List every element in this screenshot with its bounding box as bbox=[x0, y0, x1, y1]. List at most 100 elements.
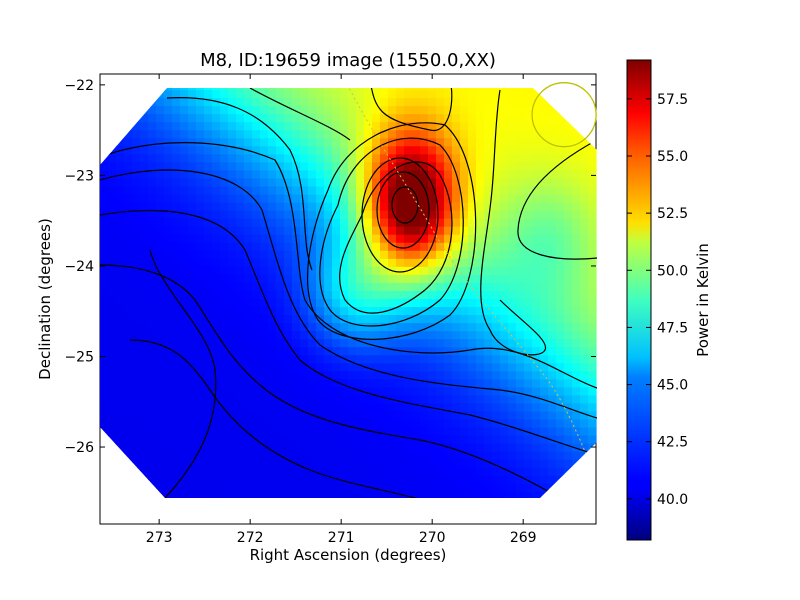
heatmap-cell bbox=[492, 403, 501, 413]
heatmap-cell bbox=[244, 250, 253, 260]
heatmap-cell bbox=[380, 122, 389, 131]
heatmap-cell bbox=[476, 491, 485, 498]
heatmap-cell bbox=[460, 114, 469, 123]
heatmap-cell bbox=[156, 282, 165, 292]
heatmap-cell bbox=[244, 138, 253, 147]
heatmap-cell bbox=[284, 154, 293, 163]
heatmap-cell bbox=[500, 307, 509, 316]
heatmap-cell bbox=[460, 162, 469, 172]
heatmap-cell bbox=[148, 299, 157, 308]
heatmap-cell bbox=[428, 467, 437, 477]
heatmap-cell bbox=[460, 435, 469, 445]
heatmap-cell bbox=[188, 355, 197, 364]
heatmap-cell bbox=[500, 331, 509, 340]
heatmap-cell bbox=[500, 387, 509, 397]
heatmap-cell bbox=[436, 250, 445, 260]
heatmap-cell bbox=[564, 419, 573, 429]
heatmap-cell bbox=[204, 88, 213, 91]
heatmap-cell bbox=[188, 435, 197, 445]
heatmap-cell bbox=[332, 371, 341, 380]
heatmap-cell bbox=[532, 395, 541, 405]
heatmap-cell bbox=[276, 347, 285, 356]
heatmap-cell bbox=[212, 475, 221, 485]
heatmap-cell bbox=[188, 395, 197, 405]
heatmap-cell bbox=[108, 202, 117, 212]
heatmap-cell bbox=[484, 98, 493, 107]
heatmap-cell bbox=[476, 138, 485, 147]
heatmap-cell bbox=[356, 258, 365, 268]
heatmap-cell bbox=[108, 307, 117, 316]
heatmap-cell bbox=[428, 98, 437, 107]
heatmap-cell bbox=[212, 98, 221, 107]
heatmap-cell bbox=[428, 491, 437, 498]
heatmap-cell bbox=[508, 331, 517, 340]
heatmap-cell bbox=[220, 226, 229, 236]
heatmap-cell bbox=[228, 443, 237, 453]
heatmap-cell bbox=[500, 258, 509, 268]
heatmap-cell bbox=[324, 178, 333, 188]
heatmap-cell bbox=[564, 282, 573, 292]
heatmap-cell bbox=[460, 395, 469, 405]
heatmap-cell bbox=[244, 427, 253, 437]
heatmap-cell bbox=[364, 491, 373, 498]
heatmap-cell bbox=[428, 427, 437, 437]
heatmap-cell bbox=[524, 451, 533, 461]
heatmap-cell bbox=[188, 403, 197, 413]
heatmap-cell bbox=[468, 250, 477, 260]
heatmap-cell bbox=[156, 242, 165, 252]
heatmap-cell bbox=[148, 347, 157, 356]
heatmap-cell bbox=[428, 355, 437, 364]
heatmap-cell bbox=[444, 282, 453, 292]
heatmap-cell bbox=[468, 234, 477, 244]
heatmap-cell bbox=[140, 170, 149, 180]
heatmap-cell bbox=[492, 266, 501, 276]
heatmap-cell bbox=[124, 210, 133, 220]
heatmap-cell bbox=[140, 178, 149, 188]
heatmap-cell bbox=[220, 387, 229, 397]
heatmap-cell bbox=[484, 459, 493, 469]
heatmap-cell bbox=[412, 130, 421, 139]
heatmap-cell bbox=[516, 114, 525, 123]
heatmap-cell bbox=[164, 371, 173, 380]
heatmap-cell bbox=[452, 154, 461, 163]
heatmap-cell bbox=[436, 146, 445, 155]
heatmap-cell bbox=[556, 266, 565, 276]
heatmap-cell bbox=[132, 218, 141, 228]
heatmap-cell bbox=[468, 395, 477, 405]
heatmap-cell bbox=[196, 106, 205, 115]
heatmap-cell bbox=[276, 387, 285, 397]
heatmap-cell bbox=[516, 459, 525, 469]
heatmap-cell bbox=[500, 371, 509, 380]
heatmap-cell bbox=[140, 467, 149, 477]
heatmap-cell bbox=[204, 274, 213, 284]
heatmap-cell bbox=[140, 419, 149, 429]
heatmap-cell bbox=[436, 443, 445, 453]
heatmap-cell bbox=[164, 106, 173, 115]
heatmap-cell bbox=[220, 411, 229, 421]
heatmap-cell bbox=[372, 202, 381, 212]
heatmap-cell bbox=[252, 282, 261, 292]
heatmap-cell bbox=[196, 88, 205, 91]
heatmap-cell bbox=[332, 202, 341, 212]
heatmap-cell bbox=[292, 387, 301, 397]
heatmap-cell bbox=[492, 274, 501, 284]
heatmap-cell bbox=[172, 194, 181, 204]
heatmap-cell bbox=[524, 146, 533, 155]
heatmap-cell bbox=[276, 379, 285, 388]
heatmap-cell bbox=[564, 347, 573, 356]
heatmap-cell bbox=[348, 411, 357, 421]
heatmap-cell bbox=[500, 266, 509, 276]
heatmap-cell bbox=[300, 299, 309, 308]
heatmap-cell bbox=[156, 290, 165, 300]
heatmap-cell bbox=[180, 194, 189, 204]
heatmap-cell bbox=[228, 395, 237, 405]
heatmap-cell bbox=[580, 395, 589, 405]
heatmap-cell bbox=[100, 170, 109, 180]
heatmap-cell bbox=[260, 106, 269, 115]
heatmap-cell bbox=[252, 459, 261, 469]
heatmap-cell bbox=[340, 114, 349, 123]
heatmap-cell bbox=[300, 491, 309, 498]
heatmap-cell bbox=[572, 226, 581, 236]
heatmap-cell bbox=[108, 403, 117, 413]
heatmap-cell bbox=[564, 138, 573, 147]
